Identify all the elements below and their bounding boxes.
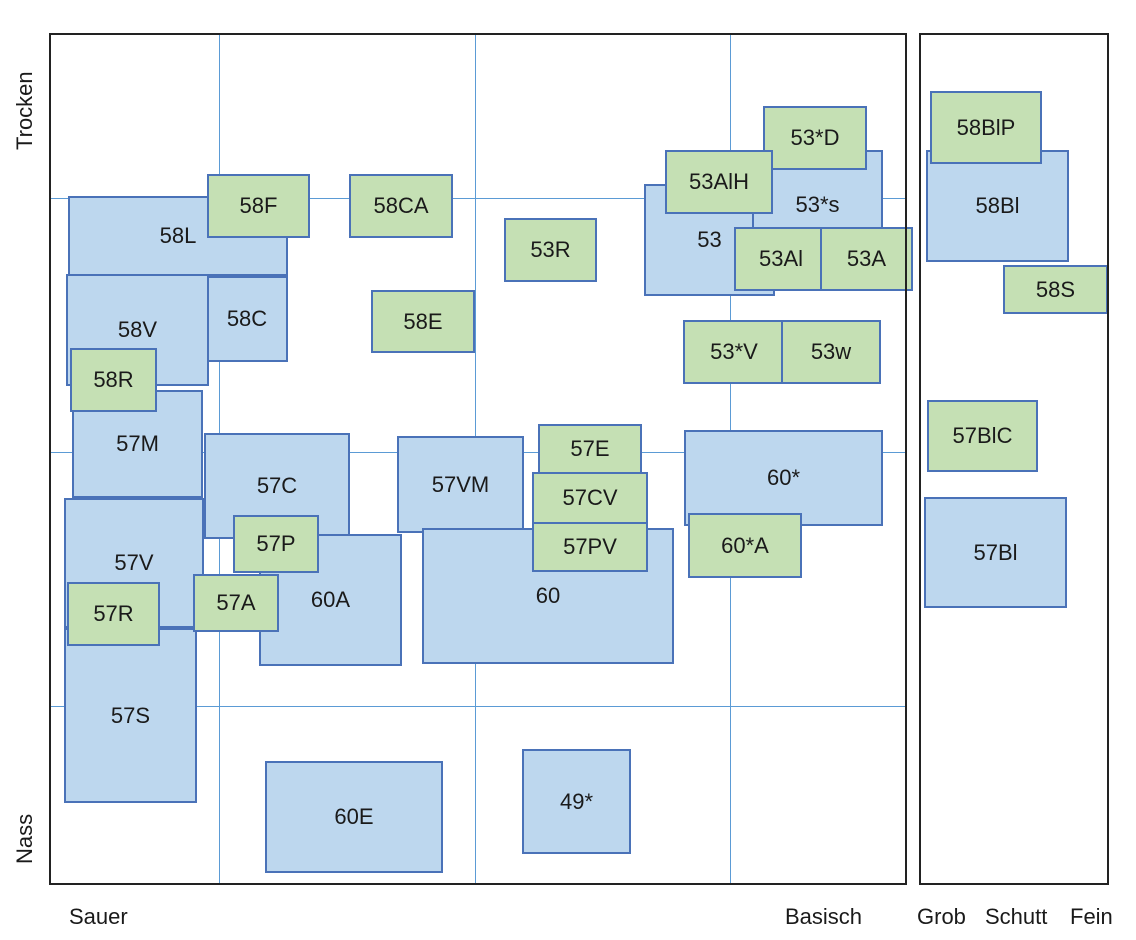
box-57E: 57E: [538, 424, 642, 474]
box-53AlH: 53AlH: [665, 150, 773, 214]
box-58E: 58E: [371, 290, 475, 353]
box-58CA: 58CA: [349, 174, 453, 238]
box-57BlC: 57BlC: [927, 400, 1038, 472]
main-panel-frame: [49, 33, 907, 885]
x-axis-right-label: Basisch: [785, 904, 863, 929]
box-57S: 57S: [64, 628, 197, 803]
box-57VM: 57VM: [397, 436, 524, 533]
box-58R: 58R: [70, 348, 157, 412]
box-53A: 53A: [820, 227, 913, 291]
box-57CV: 57CV: [532, 472, 648, 524]
y-axis-top-label: Trocken: [12, 71, 37, 150]
box-53star-V: 53*V: [683, 320, 785, 384]
side-axis-fine-label: Fein: [1070, 904, 1113, 929]
box-58Bl: 58Bl: [926, 150, 1069, 262]
box-57A: 57A: [193, 574, 279, 632]
grid-line-horizontal: [51, 706, 905, 707]
x-axis-left-label: Sauer: [69, 904, 128, 929]
y-axis-bottom-label: Nass: [12, 813, 37, 864]
side-panel-frame: [919, 33, 1109, 885]
box-60star-A: 60*A: [688, 513, 802, 578]
box-53w: 53w: [781, 320, 881, 384]
box-57R: 57R: [67, 582, 160, 646]
box-58S: 58S: [1003, 265, 1108, 314]
box-60E: 60E: [265, 761, 443, 873]
box-53star-D: 53*D: [763, 106, 867, 170]
box-57PV: 57PV: [532, 522, 648, 572]
grid-line-horizontal: [51, 198, 905, 199]
box-57Bl: 57Bl: [924, 497, 1067, 608]
box-58F: 58F: [207, 174, 310, 238]
box-58BlP: 58BlP: [930, 91, 1042, 164]
side-axis-middle-label: Schutt: [985, 904, 1048, 929]
side-axis-coarse-label: Grob: [917, 904, 966, 929]
box-53Al: 53Al: [734, 227, 828, 291]
box-57P: 57P: [233, 515, 319, 573]
box-49star: 49*: [522, 749, 631, 854]
box-53R: 53R: [504, 218, 597, 282]
